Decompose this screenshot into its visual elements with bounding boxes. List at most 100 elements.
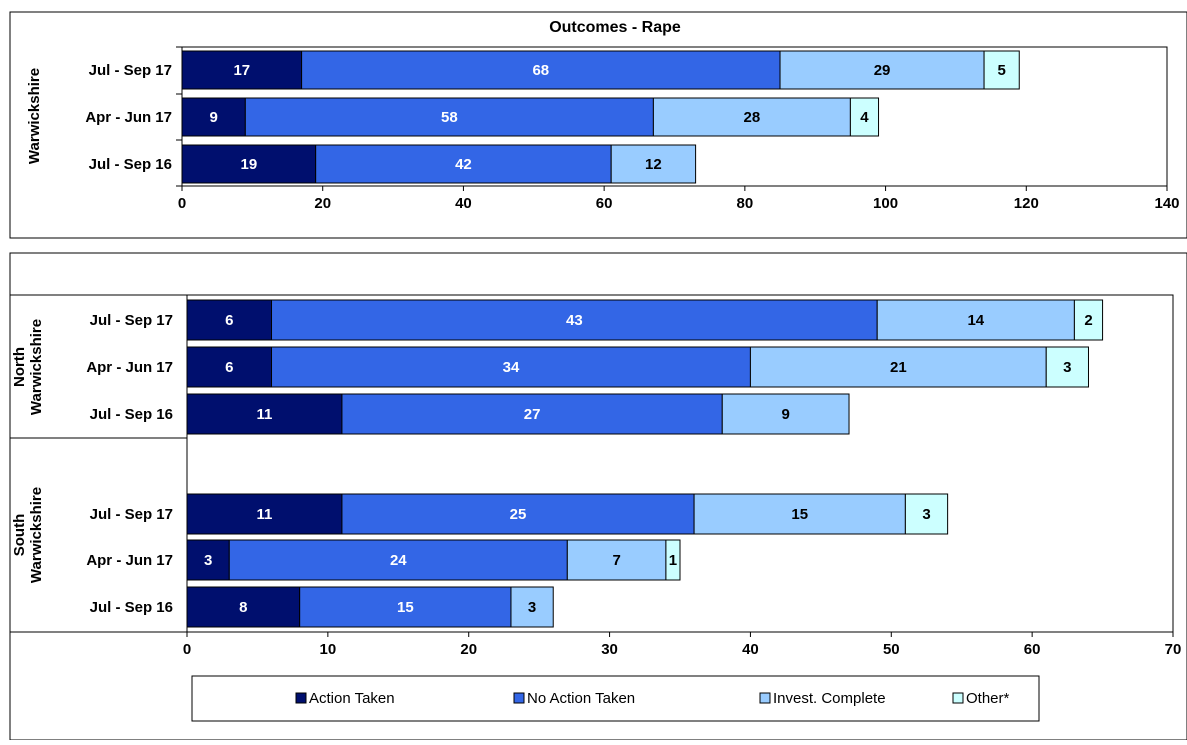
- bar-no-action-taken-top-0: [301, 50, 781, 90]
- top-chart-title: Outcomes - Rape: [549, 19, 681, 36]
- legend-swatch-no-action-taken: [513, 692, 525, 704]
- bar-no-action-taken-bottom-1-1: [228, 539, 568, 581]
- legend-label-other: Other*: [966, 690, 1010, 707]
- bar-no-action-taken-bottom-1-2: [299, 586, 512, 628]
- bar-no-action-taken-bottom-0-0: [271, 299, 878, 341]
- bar-no-action-taken-bottom-0-1: [271, 346, 751, 388]
- top-x-tick-label: 20: [314, 195, 331, 212]
- bar-action-taken-bottom-0-2: [186, 393, 343, 435]
- data-label-other-bottom-0-1: 3: [1063, 359, 1071, 376]
- data-label-no-action-taken-top-2: 42: [455, 156, 472, 173]
- data-label-invest-complete-bottom-1-2: 3: [528, 599, 536, 616]
- top-category-label: Jul - Sep 17: [89, 62, 172, 79]
- data-label-other-bottom-1-1: 1: [669, 552, 677, 569]
- data-label-action-taken-bottom-0-0: 6: [225, 312, 233, 329]
- bottom-x-tick-label: 50: [883, 641, 900, 658]
- data-label-action-taken-bottom-1-2: 8: [239, 599, 247, 616]
- data-label-invest-complete-top-2: 12: [645, 156, 662, 173]
- data-label-invest-complete-bottom-0-0: 14: [967, 312, 984, 329]
- legend: Action Taken No Action Taken Invest. Compl…: [295, 690, 1010, 707]
- bottom-category-label: Jul - Sep 17: [90, 506, 173, 523]
- bottom-x-tick-label: 30: [601, 641, 618, 658]
- bar-action-taken-bottom-1-2: [186, 586, 301, 628]
- data-label-no-action-taken-top-1: 58: [441, 109, 458, 126]
- bar-other-bottom-0-1: [1045, 346, 1089, 388]
- legend-label-invest-complete: Invest. Complete: [773, 690, 886, 707]
- bottom-x-tick-label: 40: [742, 641, 759, 658]
- top-x-tick-label: 100: [873, 195, 898, 212]
- bar-invest-complete-bottom-1-1: [566, 539, 667, 581]
- top-x-tick-label: 60: [596, 195, 613, 212]
- top-x-tick-label: 120: [1014, 195, 1039, 212]
- legend-swatch-other: [952, 692, 964, 704]
- data-label-invest-complete-bottom-0-2: 9: [781, 406, 789, 423]
- bottom-category-label: Jul - Sep 16: [90, 599, 173, 616]
- data-label-no-action-taken-bottom-1-1: 24: [390, 552, 407, 569]
- bar-action-taken-top-1: [181, 97, 246, 137]
- bar-no-action-taken-bottom-0-2: [341, 393, 723, 435]
- group-label-line: Warwickshire: [28, 487, 45, 583]
- data-label-no-action-taken-bottom-0-1: 34: [503, 359, 520, 376]
- bar-invest-complete-bottom-1-0: [693, 493, 906, 535]
- bottom-x-tick-label: 60: [1024, 641, 1041, 658]
- legend-swatch-invest-complete: [759, 692, 771, 704]
- bottom-category-label: Apr - Jun 17: [86, 552, 173, 569]
- bar-other-top-1: [849, 97, 880, 137]
- bottom-category-label: Apr - Jun 17: [86, 359, 173, 376]
- legend-box: [191, 675, 1040, 722]
- data-label-invest-complete-bottom-0-1: 21: [890, 359, 907, 376]
- data-label-invest-complete-bottom-1-0: 15: [791, 506, 808, 523]
- bottom-plot-area: [186, 294, 1174, 633]
- legend-label-action-taken: Action Taken: [309, 690, 395, 707]
- bottom-x-tick-label: 20: [460, 641, 477, 658]
- bar-invest-complete-top-0: [779, 50, 985, 90]
- data-label-action-taken-bottom-1-0: 11: [257, 506, 273, 523]
- data-label-other-top-0: 5: [997, 62, 1005, 79]
- bottom-x-tick-label: 70: [1165, 641, 1182, 658]
- data-label-no-action-taken-bottom-1-2: 15: [397, 599, 414, 616]
- top-group-label: Warwickshire: [26, 68, 43, 164]
- bar-invest-complete-bottom-0-0: [876, 299, 1075, 341]
- top-x-tick-label: 0: [178, 195, 186, 212]
- bar-action-taken-bottom-0-0: [186, 299, 273, 341]
- bar-no-action-taken-bottom-1-0: [341, 493, 695, 535]
- bar-action-taken-bottom-0-1: [186, 346, 273, 388]
- top-chart-frame: [9, 11, 1187, 239]
- group-label-line: North: [11, 347, 28, 387]
- group-label-line: South: [11, 514, 28, 557]
- bar-invest-complete-top-2: [610, 144, 697, 184]
- data-label-action-taken-bottom-1-1: 3: [204, 552, 212, 569]
- bottom-group-label-0: NorthWarwickshire: [11, 319, 45, 415]
- bottom-group-label-1: SouthWarwickshire: [11, 487, 45, 583]
- bar-invest-complete-bottom-0-2: [721, 393, 850, 435]
- top-x-tick-label: 40: [455, 195, 472, 212]
- bar-action-taken-bottom-1-0: [186, 493, 343, 535]
- data-label-no-action-taken-bottom-0-2: 27: [524, 406, 541, 423]
- data-label-action-taken-bottom-0-2: 11: [257, 406, 273, 423]
- bar-other-top-0: [983, 50, 1020, 90]
- bottom-category-label: Jul - Sep 17: [90, 312, 173, 329]
- bar-no-action-taken-top-2: [315, 144, 612, 184]
- data-label-other-bottom-0-0: 2: [1084, 312, 1092, 329]
- bar-invest-complete-bottom-1-2: [510, 586, 554, 628]
- bar-other-bottom-1-1: [665, 539, 681, 581]
- data-label-invest-complete-top-1: 28: [744, 109, 761, 126]
- data-label-action-taken-top-0: 17: [233, 62, 250, 79]
- data-label-action-taken-bottom-0-1: 6: [225, 359, 233, 376]
- data-label-other-bottom-1-0: 3: [922, 506, 930, 523]
- bar-other-bottom-1-0: [904, 493, 949, 535]
- bottom-x-tick-label: 10: [320, 641, 337, 658]
- data-label-no-action-taken-bottom-0-0: 43: [566, 312, 583, 329]
- bar-invest-complete-bottom-0-1: [749, 346, 1047, 388]
- group-label-line: Warwickshire: [28, 319, 45, 415]
- bar-action-taken-top-2: [181, 144, 317, 184]
- legend-label-no-action-taken: No Action Taken: [527, 690, 635, 707]
- data-label-invest-complete-bottom-1-1: 7: [612, 552, 620, 569]
- data-label-action-taken-top-1: 9: [209, 109, 217, 126]
- data-label-no-action-taken-top-0: 68: [532, 62, 549, 79]
- top-x-tick-label: 80: [737, 195, 754, 212]
- data-label-invest-complete-top-0: 29: [874, 62, 891, 79]
- bottom-x-tick-label: 0: [183, 641, 191, 658]
- bar-invest-complete-top-1: [652, 97, 851, 137]
